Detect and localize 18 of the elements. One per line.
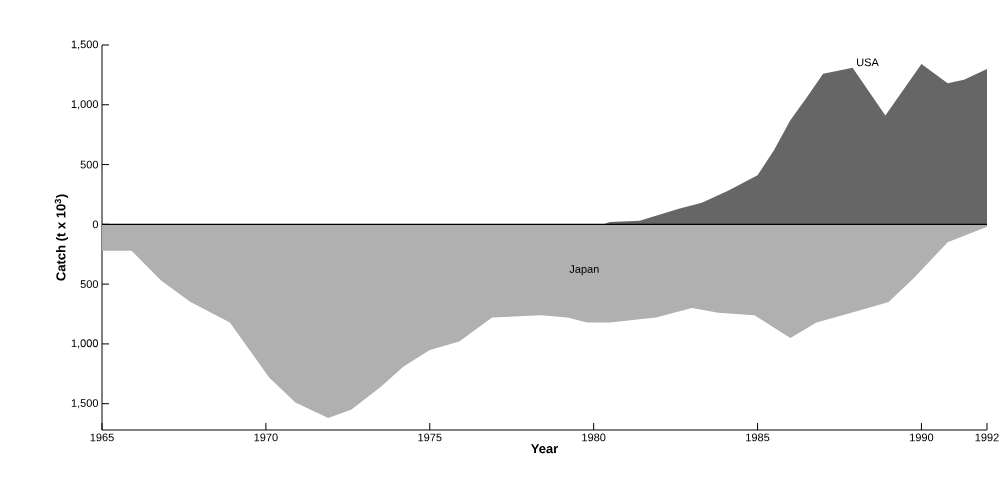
x-tick-label: 1985: [746, 433, 770, 442]
y-tick-label: 500: [80, 160, 99, 169]
y-tick-label: 1,500: [71, 399, 99, 409]
y-tick-label: 1,000: [71, 100, 99, 110]
y-tick-label: 0: [92, 220, 99, 229]
x-tick-label: 1980: [582, 433, 606, 442]
y-tick-label: 1,500: [71, 40, 99, 50]
y-tick-label: 1,000: [71, 339, 99, 349]
y-axis-title: Catch (t x 10$^{3}$): [54, 194, 69, 281]
series-label: USA: [857, 58, 879, 67]
x-tick-label: 1975: [418, 433, 442, 442]
x-axis-title: Year: [530, 444, 559, 454]
y-tick-label: 500: [80, 280, 99, 289]
x-tick-label: 1992: [975, 433, 999, 442]
x-tick-label: 1965: [90, 433, 114, 442]
x-tick-label: 1990: [910, 433, 934, 442]
x-tick-label: 1970: [254, 433, 278, 442]
series-label: Japan: [569, 265, 599, 276]
